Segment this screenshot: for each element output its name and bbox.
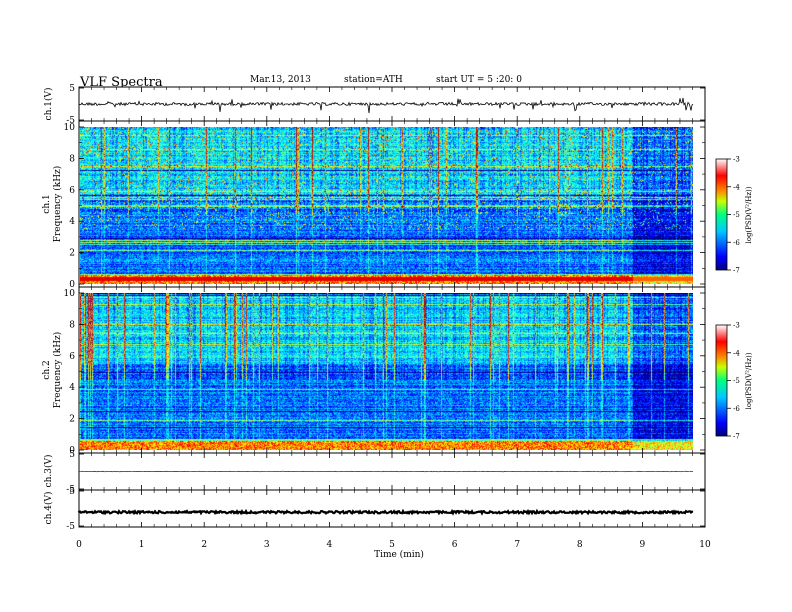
ch2-spectrogram-ylabel-channel: ch.2 (42, 360, 52, 379)
y-tick-label: 10 (64, 123, 76, 133)
y-tick-label: 4 (69, 217, 75, 227)
colorbar-tick-label: -3 (733, 156, 740, 164)
x-tick-label: 7 (514, 540, 520, 550)
colorbar-tick-label: -5 (733, 377, 740, 385)
y-tick-label: 6 (69, 186, 75, 196)
x-tick-label: 10 (699, 540, 711, 550)
y-tick-label: 5 (69, 450, 75, 460)
x-tick-label: 6 (452, 540, 458, 550)
ch2-colorbar-label: log(PSD(V²/Hz)) (745, 352, 753, 409)
colorbar-tick-label: -3 (733, 322, 740, 330)
x-axis-label: Time (min) (374, 549, 424, 560)
y-tick-label: 5 (69, 84, 75, 94)
colorbar-tick-label: -5 (733, 211, 740, 219)
colorbar-tick-label: -6 (733, 239, 740, 247)
ch4-waveform-line (77, 508, 694, 516)
ch4-waveform-frame (78, 489, 706, 528)
ch2-spectrogram-ylabel-frequency: Frequency (kHz) (52, 332, 63, 409)
x-tick-label: 4 (327, 540, 333, 550)
ch2-colorbar-ticks: -3 -4 -5 -6 -7 (727, 322, 740, 441)
y-tick-label: 8 (69, 320, 75, 330)
colorbar-tick-label: -6 (733, 405, 740, 413)
x-tick-label: 8 (577, 540, 583, 550)
x-tick-label: 3 (264, 540, 270, 550)
x-tick-label: 5 (389, 540, 395, 550)
y-tick-label: 4 (69, 383, 75, 393)
y-tick-label: 6 (69, 352, 75, 362)
x-tick-label: 0 (76, 540, 82, 550)
x-axis-ticks: 0 1 2 3 4 5 6 7 8 9 10 (76, 87, 711, 550)
y-tick-label: -5 (66, 522, 75, 532)
figure-title: VLF Spectra (79, 75, 163, 90)
ch1-colorbar-gradient (715, 158, 728, 271)
ch1-spectrogram-ylabel-frequency: Frequency (kHz) (52, 166, 63, 243)
colorbar-tick-label: -4 (733, 183, 740, 191)
y-tick-label: 10 (64, 289, 76, 299)
y-tick-label: 0 (69, 280, 75, 290)
ch2-spectrogram-image (80, 293, 693, 450)
colorbar-tick-label: -4 (733, 349, 740, 357)
y-tick-label: 8 (69, 154, 75, 164)
ch3-waveform-ylabel: ch.3(V) (43, 455, 54, 488)
y-tick-label: 2 (69, 249, 75, 259)
ch1-waveform-line (78, 97, 694, 114)
y-tick-label: -5 (66, 116, 75, 126)
colorbar-tick-label: -7 (733, 433, 740, 441)
ch3-waveform-line (79, 470, 694, 473)
ch2-colorbar: -3 -4 -5 -6 -7 log(PSD(V²/Hz)) (715, 322, 753, 441)
y-tick-label: -5 (66, 485, 75, 495)
x-tick-label: 9 (640, 540, 646, 550)
ch4-waveform-ylabel: ch.4(V) (43, 492, 54, 525)
y-tick-label: 0 (69, 446, 75, 456)
ch1-colorbar-label: log(PSD(V²/Hz)) (745, 186, 753, 243)
date-label: Mar.13, 2013 (250, 75, 311, 85)
ch1-spectrogram-ylabel-channel: ch.1 (42, 194, 52, 213)
ch1-colorbar: -3 -4 -5 -6 -7 log(PSD(V²/Hz)) (715, 156, 753, 275)
ch1-waveform-ylabel: ch.1(V) (43, 88, 54, 121)
ch1-colorbar-ticks: -3 -4 -5 -6 -7 (727, 156, 740, 275)
ch2-colorbar-gradient (715, 324, 728, 437)
station-label: station=ATH (344, 75, 403, 85)
colorbar-tick-label: -7 (733, 267, 740, 275)
y-tick-label: 5 (69, 487, 75, 497)
start-time-label: start UT = 5 :20: 0 (436, 75, 522, 85)
x-tick-label: 1 (139, 540, 145, 550)
x-tick-label: 2 (201, 540, 207, 550)
y-tick-label: 2 (69, 415, 75, 425)
ch1-spectrogram-image (80, 127, 693, 284)
